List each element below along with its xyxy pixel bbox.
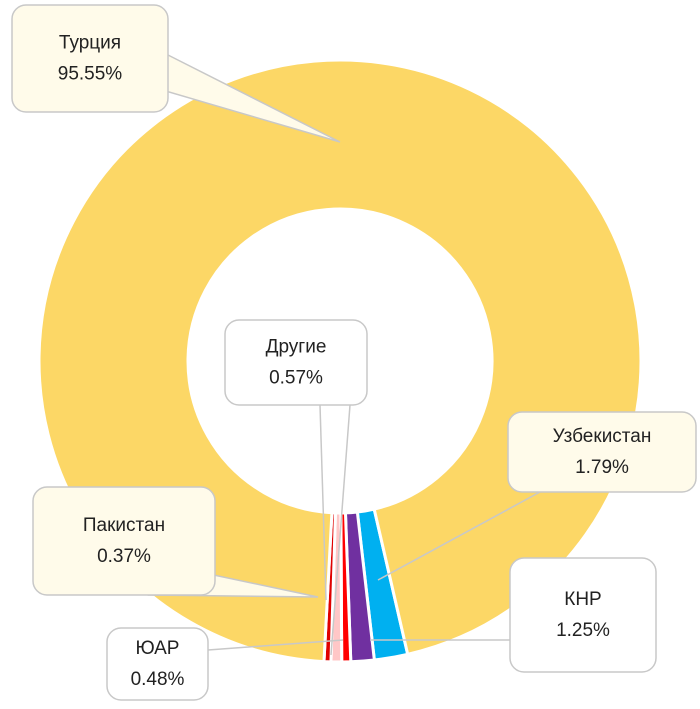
slice-name: КНР (564, 589, 601, 610)
leader-line (207, 639, 344, 651)
callout-box (509, 557, 657, 673)
slice-value: 95.55% (58, 64, 123, 85)
callout-box (32, 486, 216, 596)
leader-line (330, 404, 351, 656)
callout: КНР 1.25% (370, 557, 657, 673)
slice-name: Пакистан (83, 515, 165, 536)
leader-line (319, 404, 327, 601)
callout: Узбекистан 1.79% (377, 411, 697, 581)
slice-value: 0.37% (97, 546, 151, 567)
callout-box (106, 627, 209, 701)
slice-value: 1.79% (575, 457, 629, 478)
slice-name: Узбекистан (553, 426, 652, 447)
slice-name: ЮАР (136, 638, 180, 659)
callout: ЮАР 0.48% (106, 627, 344, 701)
slice-value: 1.25% (556, 620, 610, 641)
slice-value: 0.48% (131, 669, 185, 690)
slice-name: Другие (266, 337, 327, 358)
callout: Другие 0.57% (224, 319, 368, 656)
callout-box (11, 4, 169, 113)
callout-box (224, 319, 368, 406)
slice-value: 0.57% (269, 368, 323, 389)
callout: Турция 95.55% (11, 4, 341, 143)
slice-name: Турция (59, 33, 121, 54)
leader-line (377, 491, 541, 581)
callout: Пакистан 0.37% (32, 486, 319, 598)
callout-box (507, 411, 697, 493)
